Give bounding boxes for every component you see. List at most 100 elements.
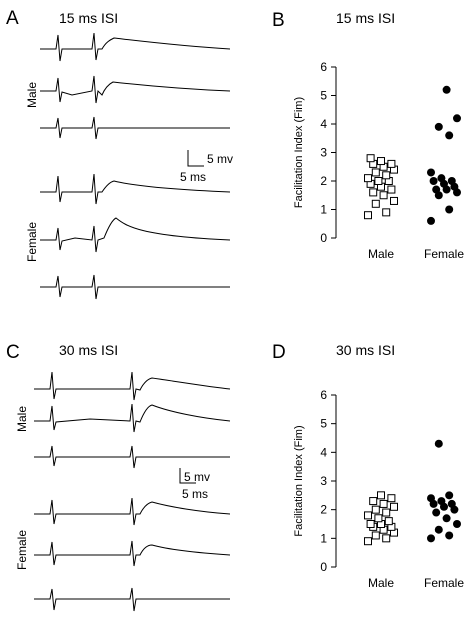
chart-d: 0 1 2 3 4 5 6 Facilitation Index (Fim) Male Femal…	[293, 388, 464, 590]
panel-a: A 15 ms ISI Male Female 5 mv 5 ms	[6, 8, 233, 300]
chart-b-category-label: Male	[368, 247, 394, 261]
chart-b-female-point	[445, 205, 454, 214]
panel-c-female-label: Female	[15, 530, 29, 570]
chart-d-male-point	[369, 497, 378, 506]
chart-b-male-point	[379, 191, 388, 200]
chart-b-male-point	[364, 211, 372, 220]
panel-letter-b: B	[272, 10, 285, 31]
chart-b-y-tick-label: 4	[320, 117, 327, 131]
chart-b-female-point	[427, 216, 435, 225]
trace-c-male-3	[34, 445, 230, 469]
chart-d-female-point	[432, 508, 441, 517]
chart-d-female-point	[434, 439, 443, 448]
scale-bar-a-time: 5 ms	[180, 170, 206, 184]
chart-d-male-point	[382, 508, 391, 517]
chart-b-y-tick-label: 0	[320, 231, 327, 245]
chart-d-y-tick-label: 0	[320, 560, 327, 574]
trace-c-female-2	[34, 540, 231, 567]
chart-b: 0 1 2 3 4 5 6 Facilitation Index (Fim) Male Femal…	[293, 60, 464, 261]
chart-b-male-point	[374, 177, 383, 185]
panel-a-title: 15 ms ISI	[59, 10, 118, 26]
chart-d-male-point	[371, 505, 380, 514]
panel-letter-a: A	[6, 8, 19, 29]
chart-d-female-point	[437, 497, 446, 506]
chart-d-y-tick-label: 1	[320, 531, 327, 545]
scale-bar-a	[187, 150, 204, 167]
chart-d-female-point	[445, 491, 454, 500]
scale-bar-c-voltage: 5 mv	[184, 470, 210, 484]
chart-b-female-point	[432, 185, 441, 194]
panel-a-traces	[40, 32, 231, 300]
chart-b-female-point	[429, 177, 438, 185]
panel-d-title: 30 ms ISI	[336, 342, 395, 358]
chart-d-male-point	[377, 491, 385, 500]
chart-d-male-point	[364, 511, 372, 520]
chart-d-y-tick-label: 2	[320, 503, 327, 517]
chart-b-male-point	[382, 208, 391, 217]
chart-d-female-point	[434, 525, 443, 534]
chart-d-y-tick-label: 4	[320, 445, 327, 459]
chart-b-y-tick-label: 5	[320, 89, 327, 103]
chart-d-female-point	[447, 499, 456, 508]
trace-a-male-2	[40, 75, 231, 104]
chart-b-y-tick-label: 1	[320, 203, 327, 217]
panel-a-female-label: Female	[25, 222, 39, 262]
chart-b-female-point	[434, 122, 443, 131]
chart-b-y-tick-label: 2	[320, 174, 327, 188]
chart-d-female-point	[427, 534, 435, 543]
chart-d-male-point	[379, 499, 388, 508]
panel-c-scale-bar: 5 mv 5 ms	[179, 468, 210, 501]
trace-a-female-3	[40, 274, 230, 300]
chart-d-female-point	[445, 531, 454, 540]
panel-b: B 15 ms ISI 0 1 2 3 4 5 6 Facilitation Index (F…	[272, 10, 464, 261]
trace-c-female-3	[34, 587, 230, 612]
chart-b-male-point	[371, 199, 380, 208]
chart-d-y-tick-label: 3	[320, 474, 327, 488]
chart-d-y-tick-label: 6	[320, 388, 327, 402]
panel-a-scale-bar: 5 mv 5 ms	[180, 150, 233, 184]
chart-d-male-point	[390, 502, 398, 511]
chart-b-female-point	[437, 174, 446, 183]
scale-bar-c-time: 5 ms	[182, 487, 208, 501]
chart-d-male-point	[382, 534, 391, 543]
chart-b-y-tick-label: 3	[320, 146, 327, 160]
chart-b-female-point	[445, 131, 454, 140]
chart-b-male-point	[364, 174, 372, 183]
chart-d-male-point	[387, 494, 396, 503]
panel-letter-d: D	[272, 342, 286, 363]
panel-c: C 30 ms ISI Male Female 5 mv 5 ms	[6, 342, 231, 612]
trace-a-male-1	[40, 32, 231, 62]
chart-b-male-point	[387, 159, 396, 168]
panel-c-male-label: Male	[15, 406, 29, 432]
panel-c-title: 30 ms ISI	[59, 342, 118, 358]
chart-b-male-point	[366, 154, 375, 163]
trace-c-male-2	[34, 403, 231, 433]
chart-b-male-point	[390, 196, 398, 205]
chart-d-male-point	[374, 514, 383, 523]
panel-b-title: 15 ms ISI	[336, 10, 395, 26]
trace-c-female-1	[34, 497, 231, 526]
trace-a-male-3	[40, 116, 230, 140]
chart-b-female-point	[427, 168, 435, 177]
panel-c-traces	[34, 371, 231, 612]
chart-b-female-point	[453, 114, 461, 123]
chart-b-category-label: Female	[424, 247, 464, 261]
trace-a-female-1	[40, 173, 231, 205]
chart-d-y-tick-label: 5	[320, 417, 327, 431]
panel-letter-c: C	[6, 342, 20, 363]
chart-d-male-point	[384, 517, 393, 526]
chart-b-male-point	[382, 171, 391, 180]
chart-d-male-point	[364, 537, 372, 546]
chart-b-female-point	[442, 85, 451, 94]
chart-d-female-point	[453, 520, 461, 528]
chart-b-y-tick-label: 6	[320, 60, 327, 74]
chart-b-female-point	[447, 177, 456, 185]
chart-b-male-point	[371, 168, 380, 177]
chart-d-male-point	[366, 520, 375, 528]
scale-bar-a-voltage: 5 mv	[207, 152, 233, 166]
chart-d-female-point	[442, 514, 451, 523]
chart-b-male-point	[377, 157, 385, 166]
chart-b-y-axis-label: Facilitation Index (Fim)	[293, 97, 305, 208]
chart-b-male-point	[369, 188, 378, 197]
